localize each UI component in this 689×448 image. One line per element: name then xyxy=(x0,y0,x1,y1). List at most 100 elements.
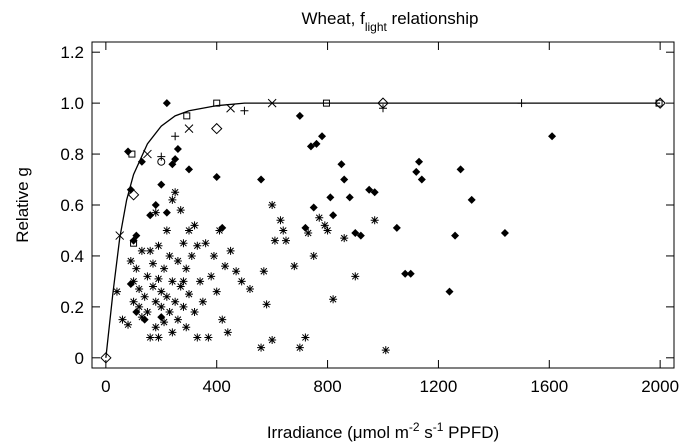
data-point xyxy=(127,189,140,201)
data-point xyxy=(213,99,221,107)
marker-shape xyxy=(173,144,182,153)
data-point xyxy=(212,172,221,181)
marker-shape xyxy=(182,323,191,332)
marker-shape xyxy=(245,285,254,294)
marker-shape xyxy=(154,333,163,342)
data-point xyxy=(245,285,254,294)
data-point xyxy=(168,328,177,337)
marker-shape xyxy=(654,97,666,109)
data-point xyxy=(193,241,202,250)
data-point xyxy=(212,287,221,296)
data-point xyxy=(182,323,191,332)
marker-shape xyxy=(392,223,401,232)
marker-shape xyxy=(240,106,249,115)
data-point xyxy=(162,226,171,235)
marker-shape xyxy=(187,251,196,260)
marker-shape xyxy=(268,201,277,209)
marker-shape xyxy=(326,193,335,202)
marker-shape xyxy=(151,208,160,217)
marker-shape xyxy=(171,132,180,141)
data-point xyxy=(148,259,157,268)
marker-shape xyxy=(160,264,169,273)
marker-shape xyxy=(301,333,310,342)
data-point xyxy=(182,264,191,273)
data-point xyxy=(451,231,460,240)
marker-shape xyxy=(143,149,152,159)
chart-title: Wheat, flight relationship xyxy=(302,9,479,34)
marker-shape xyxy=(312,139,321,148)
data-point xyxy=(148,282,157,291)
marker-shape xyxy=(381,346,390,355)
data-point xyxy=(124,320,133,329)
x-axis-label: Irradiance (μmol m-2 s-1 PPFD) xyxy=(267,420,499,442)
y-tick-label: 0.4 xyxy=(60,247,84,266)
marker-shape xyxy=(345,193,354,202)
data-point xyxy=(129,277,138,286)
data-point xyxy=(257,343,266,352)
marker-shape xyxy=(132,307,141,316)
data-point xyxy=(112,287,121,296)
marker-shape xyxy=(268,335,277,344)
data-point xyxy=(209,251,218,260)
data-point xyxy=(240,106,249,115)
data-point xyxy=(179,277,188,286)
marker-shape xyxy=(517,99,526,108)
marker-shape xyxy=(112,287,121,296)
data-point xyxy=(401,269,410,278)
marker-shape xyxy=(179,302,188,311)
data-point xyxy=(115,231,125,240)
data-point xyxy=(377,97,389,109)
marker-shape xyxy=(179,239,188,248)
marker-shape xyxy=(655,99,663,107)
marker-shape xyxy=(337,160,346,169)
marker-shape xyxy=(276,216,285,225)
data-point xyxy=(173,257,182,266)
marker-shape xyxy=(168,277,177,286)
data-point xyxy=(132,307,141,316)
marker-shape xyxy=(185,165,193,174)
data-point xyxy=(320,221,329,230)
marker-shape xyxy=(118,315,127,324)
data-point xyxy=(282,236,290,245)
data-point xyxy=(654,97,666,109)
data-point xyxy=(176,282,185,291)
marker-shape xyxy=(548,132,557,141)
data-point xyxy=(500,229,509,238)
label-text: Irradiance (μmol m xyxy=(267,423,409,442)
data-point xyxy=(171,297,180,306)
data-point xyxy=(295,343,304,352)
data-point xyxy=(351,229,360,238)
data-point xyxy=(151,201,160,209)
data-point xyxy=(467,195,476,204)
y-tick-label: 0.2 xyxy=(60,298,84,317)
marker-shape xyxy=(301,223,310,232)
data-point xyxy=(370,216,379,225)
data-point xyxy=(517,99,526,108)
y-tick-label: 1.0 xyxy=(60,94,84,113)
x-tick-label: 1600 xyxy=(530,377,568,396)
marker-shape xyxy=(315,213,324,222)
data-point xyxy=(100,352,112,364)
marker-shape xyxy=(190,221,199,230)
data-point xyxy=(268,335,277,344)
y-tick-label: 0 xyxy=(75,349,84,368)
marker-shape xyxy=(290,262,299,271)
data-point xyxy=(184,124,194,133)
y-tick-label: 0.8 xyxy=(60,145,84,164)
data-point xyxy=(259,267,268,276)
data-point xyxy=(326,193,335,202)
marker-shape xyxy=(184,124,194,133)
data-point xyxy=(295,111,304,120)
data-point xyxy=(415,157,424,166)
data-point xyxy=(137,246,146,255)
marker-shape xyxy=(176,282,185,291)
data-point xyxy=(196,277,205,286)
data-point xyxy=(304,229,313,238)
data-point xyxy=(132,231,141,240)
data-point xyxy=(204,333,213,342)
marker-shape xyxy=(115,231,125,240)
marker-shape xyxy=(185,226,193,235)
data-point xyxy=(185,290,193,299)
marker-shape xyxy=(218,315,227,324)
data-point xyxy=(135,302,144,311)
